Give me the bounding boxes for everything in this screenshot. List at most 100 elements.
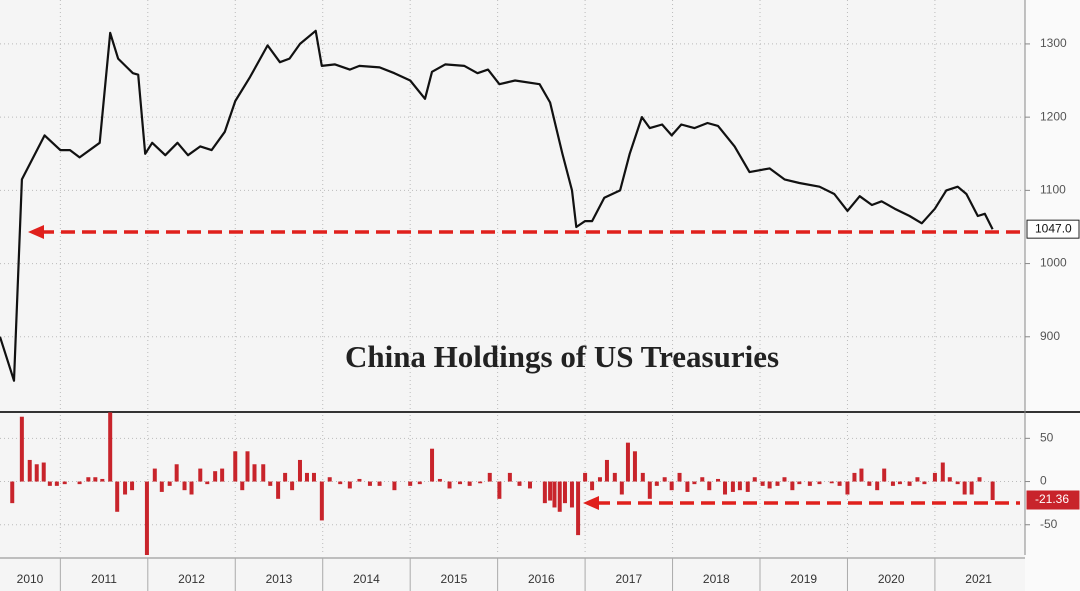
bar (797, 481, 802, 485)
bar (152, 468, 157, 482)
bar (233, 451, 238, 482)
x-tick-label: 2016 (528, 572, 555, 586)
bar (19, 416, 24, 482)
arrow-head (583, 496, 599, 510)
bar (752, 477, 757, 482)
bar (640, 472, 645, 482)
bar (430, 448, 435, 482)
bar (93, 477, 98, 482)
bar (647, 481, 652, 499)
bar (875, 481, 880, 491)
bar (245, 451, 250, 482)
bar (338, 481, 343, 485)
bar (144, 481, 149, 555)
bar (790, 481, 795, 491)
bar (654, 481, 659, 486)
bar (10, 481, 15, 504)
bar (417, 481, 422, 485)
bar (347, 481, 352, 489)
bar (497, 481, 502, 499)
bar (174, 464, 179, 482)
value-label-box (1026, 490, 1080, 510)
bar (240, 481, 245, 491)
bar (290, 481, 295, 491)
bar (612, 472, 617, 482)
bar (213, 471, 218, 482)
value-label: -21.36 (1035, 492, 1069, 506)
bar (947, 477, 952, 482)
y-tick-label: 1200 (1040, 109, 1067, 123)
value-label: 1047.0 (1035, 221, 1072, 235)
bar (859, 468, 864, 482)
bar (517, 481, 522, 486)
bar (47, 481, 52, 486)
bar (268, 481, 273, 486)
y-tick-label: 1100 (1040, 183, 1066, 197)
bar (62, 481, 67, 485)
bar (745, 481, 750, 492)
bar (130, 481, 135, 491)
bar (123, 481, 128, 495)
bar (723, 481, 728, 495)
bar (583, 472, 588, 482)
bar (41, 462, 46, 482)
bar (632, 451, 637, 482)
bar (319, 481, 324, 521)
bar (557, 481, 562, 512)
bar (205, 481, 210, 485)
bar (922, 481, 927, 485)
bar (619, 481, 624, 495)
bar (542, 481, 547, 504)
bar (34, 464, 39, 482)
y-tick-label: 50 (1040, 431, 1054, 445)
bar (311, 472, 316, 482)
bar (837, 481, 842, 486)
bar (108, 412, 113, 482)
bar (782, 477, 787, 482)
bar (527, 481, 532, 489)
bar (962, 481, 967, 495)
x-tick-label: 2011 (91, 572, 117, 586)
y-tick-label: 900 (1040, 329, 1060, 343)
bar (507, 472, 512, 482)
bar (220, 468, 225, 482)
bar (767, 481, 772, 489)
bar (700, 477, 705, 482)
bar (882, 468, 887, 482)
bar (167, 481, 172, 486)
bar (737, 481, 742, 491)
bar (590, 481, 595, 491)
bar (467, 481, 472, 486)
bar (276, 481, 281, 499)
bar (716, 478, 721, 482)
bar (707, 481, 712, 491)
y-tick-label: -50 (1040, 517, 1058, 531)
y-tick-label: 0 (1040, 474, 1047, 488)
bar (478, 481, 483, 484)
x-tick-label: 2018 (703, 572, 730, 586)
bar (932, 472, 937, 482)
bar (817, 481, 822, 485)
bar (625, 442, 630, 482)
bar (867, 481, 872, 486)
bar (977, 477, 982, 482)
bar (115, 481, 120, 512)
bar (458, 481, 463, 485)
bar (604, 459, 609, 482)
bar (367, 481, 372, 486)
x-tick-label: 2015 (441, 572, 468, 586)
x-tick-label: 2020 (878, 572, 905, 586)
bar (86, 477, 91, 482)
bar (597, 477, 602, 482)
x-tick-label: 2017 (615, 572, 642, 586)
bar (283, 472, 288, 482)
bar (845, 481, 850, 495)
bar (685, 481, 690, 492)
y-tick-label: 1000 (1040, 256, 1067, 270)
bar (907, 481, 912, 486)
arrow-head (28, 225, 44, 239)
bar (569, 481, 574, 508)
bar (189, 481, 194, 495)
bar (304, 472, 309, 482)
